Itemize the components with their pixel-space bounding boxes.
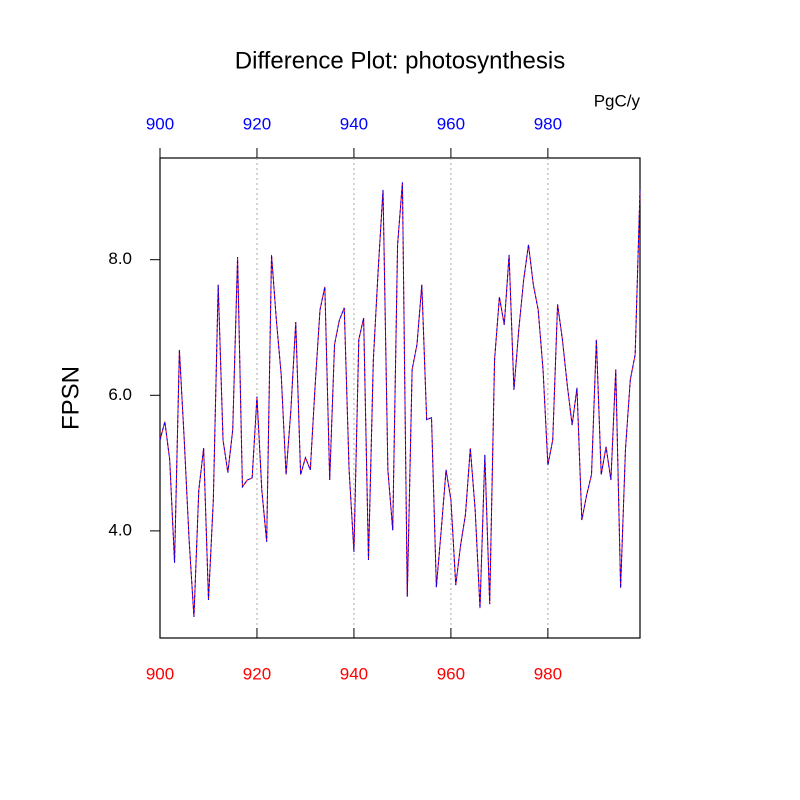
- chart-title: Difference Plot: photosynthesis: [235, 47, 565, 74]
- x-tick-label-bottom: 920: [243, 664, 271, 683]
- units-label: PgC/y: [594, 91, 641, 110]
- data-line: [159, 182, 641, 618]
- y-axis-label: FPSN: [57, 366, 84, 430]
- x-tick-label-top: 980: [534, 114, 562, 133]
- x-tick-label-top: 900: [146, 114, 174, 133]
- x-tick-label-bottom: 940: [340, 664, 368, 683]
- data-line: [159, 182, 641, 618]
- x-tick-label-top: 920: [243, 114, 271, 133]
- y-tick-label: 4.0: [108, 520, 132, 539]
- x-tick-label-top: 960: [437, 114, 465, 133]
- x-tick-label-top: 940: [340, 114, 368, 133]
- y-tick-label: 6.0: [108, 385, 132, 404]
- x-tick-label-bottom: 980: [534, 664, 562, 683]
- x-tick-label-bottom: 900: [146, 664, 174, 683]
- plot-frame: [159, 157, 641, 639]
- y-tick-label: 8.0: [108, 249, 132, 268]
- x-tick-label-bottom: 960: [437, 664, 465, 683]
